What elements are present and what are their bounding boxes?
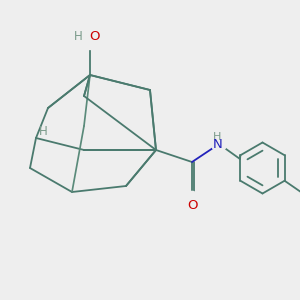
Text: O: O [89, 30, 100, 43]
Text: H: H [213, 132, 222, 142]
Text: H: H [39, 125, 48, 139]
Circle shape [185, 191, 199, 205]
Circle shape [212, 136, 226, 152]
Text: N: N [213, 138, 222, 152]
Text: H: H [74, 30, 83, 43]
Text: O: O [187, 199, 197, 212]
Circle shape [82, 34, 98, 50]
